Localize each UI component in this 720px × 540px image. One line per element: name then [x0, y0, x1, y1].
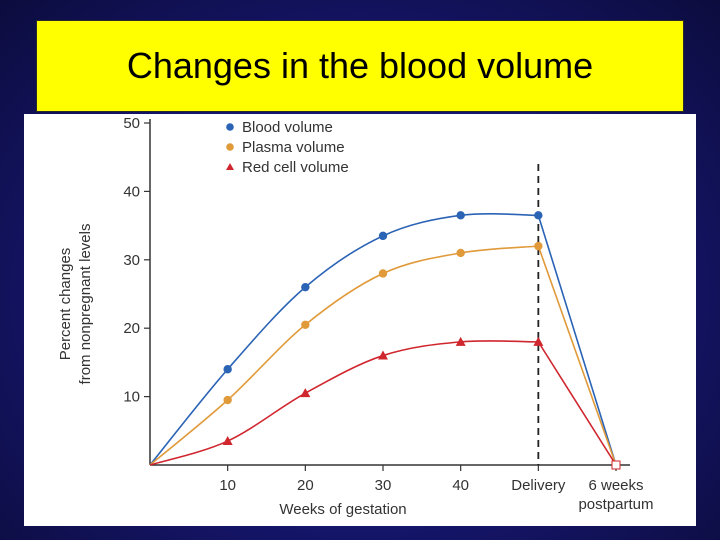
data-point-red-cell-volume	[222, 436, 233, 446]
y-tick-label: 50	[123, 115, 140, 132]
y-tick-label: 20	[123, 320, 140, 337]
data-point-plasma-volume	[301, 320, 310, 329]
slide-title: Changes in the blood volume	[126, 45, 594, 86]
series-line-plasma-volume	[149, 245, 617, 466]
slide-title-box: Changes in the blood volume	[36, 20, 684, 112]
x-tick-label: 20	[297, 477, 314, 494]
x-tick-label: Delivery	[511, 477, 566, 494]
data-point-plasma-volume	[456, 248, 465, 258]
y-tick-label: 10	[123, 389, 140, 406]
x-tick-label: 10	[219, 477, 236, 494]
x-axis-title: Weeks of gestation	[279, 501, 406, 518]
data-point-blood-volume	[223, 365, 232, 374]
data-point-red-cell-volume	[455, 336, 466, 346]
legend-marker-triangle	[226, 163, 234, 170]
data-point-blood-volume	[301, 282, 310, 292]
chart-panel: 10 20 30 40 50 10 20 30 40 Delivery 6 weeks postpar…	[24, 114, 696, 526]
legend-marker-circle	[226, 123, 234, 131]
data-point-red-cell-volume	[300, 388, 311, 398]
data-point-red-cell-volume	[533, 336, 544, 346]
y-tick-label: 30	[123, 252, 140, 269]
y-tick-label: 40	[123, 183, 140, 200]
legend-label: Plasma volume	[242, 139, 345, 156]
y-axis-title-line2: from nonpregnant levels	[77, 224, 94, 385]
series-line-blood-volume	[149, 213, 617, 466]
y-axis-title-line1: Percent changes	[57, 248, 74, 361]
data-point-blood-volume	[534, 211, 543, 220]
legend-label: Red cell volume	[242, 159, 349, 176]
data-point-plasma-volume	[378, 269, 388, 278]
data-point-red-cell-volume	[378, 350, 388, 360]
x-tick-label-line2: postpartum	[578, 496, 653, 513]
data-point-blood-volume	[378, 231, 388, 241]
data-point-plasma-volume	[223, 395, 232, 405]
data-point-plasma-volume	[534, 241, 543, 251]
x-tick-label: 30	[375, 477, 392, 494]
data-point-red-cell-volume	[611, 460, 621, 470]
legend-label: Blood volume	[242, 119, 333, 136]
line-chart: 10 20 30 40 50 10 20 30 40 Delivery 6 weeks postpar…	[57, 115, 654, 518]
x-tick-label: 6 weeks	[588, 477, 643, 494]
series-line-red-cell-volume	[149, 340, 617, 466]
x-tick-label: 40	[452, 477, 469, 494]
legend-marker-circle	[226, 143, 234, 151]
data-point-blood-volume	[456, 211, 465, 220]
